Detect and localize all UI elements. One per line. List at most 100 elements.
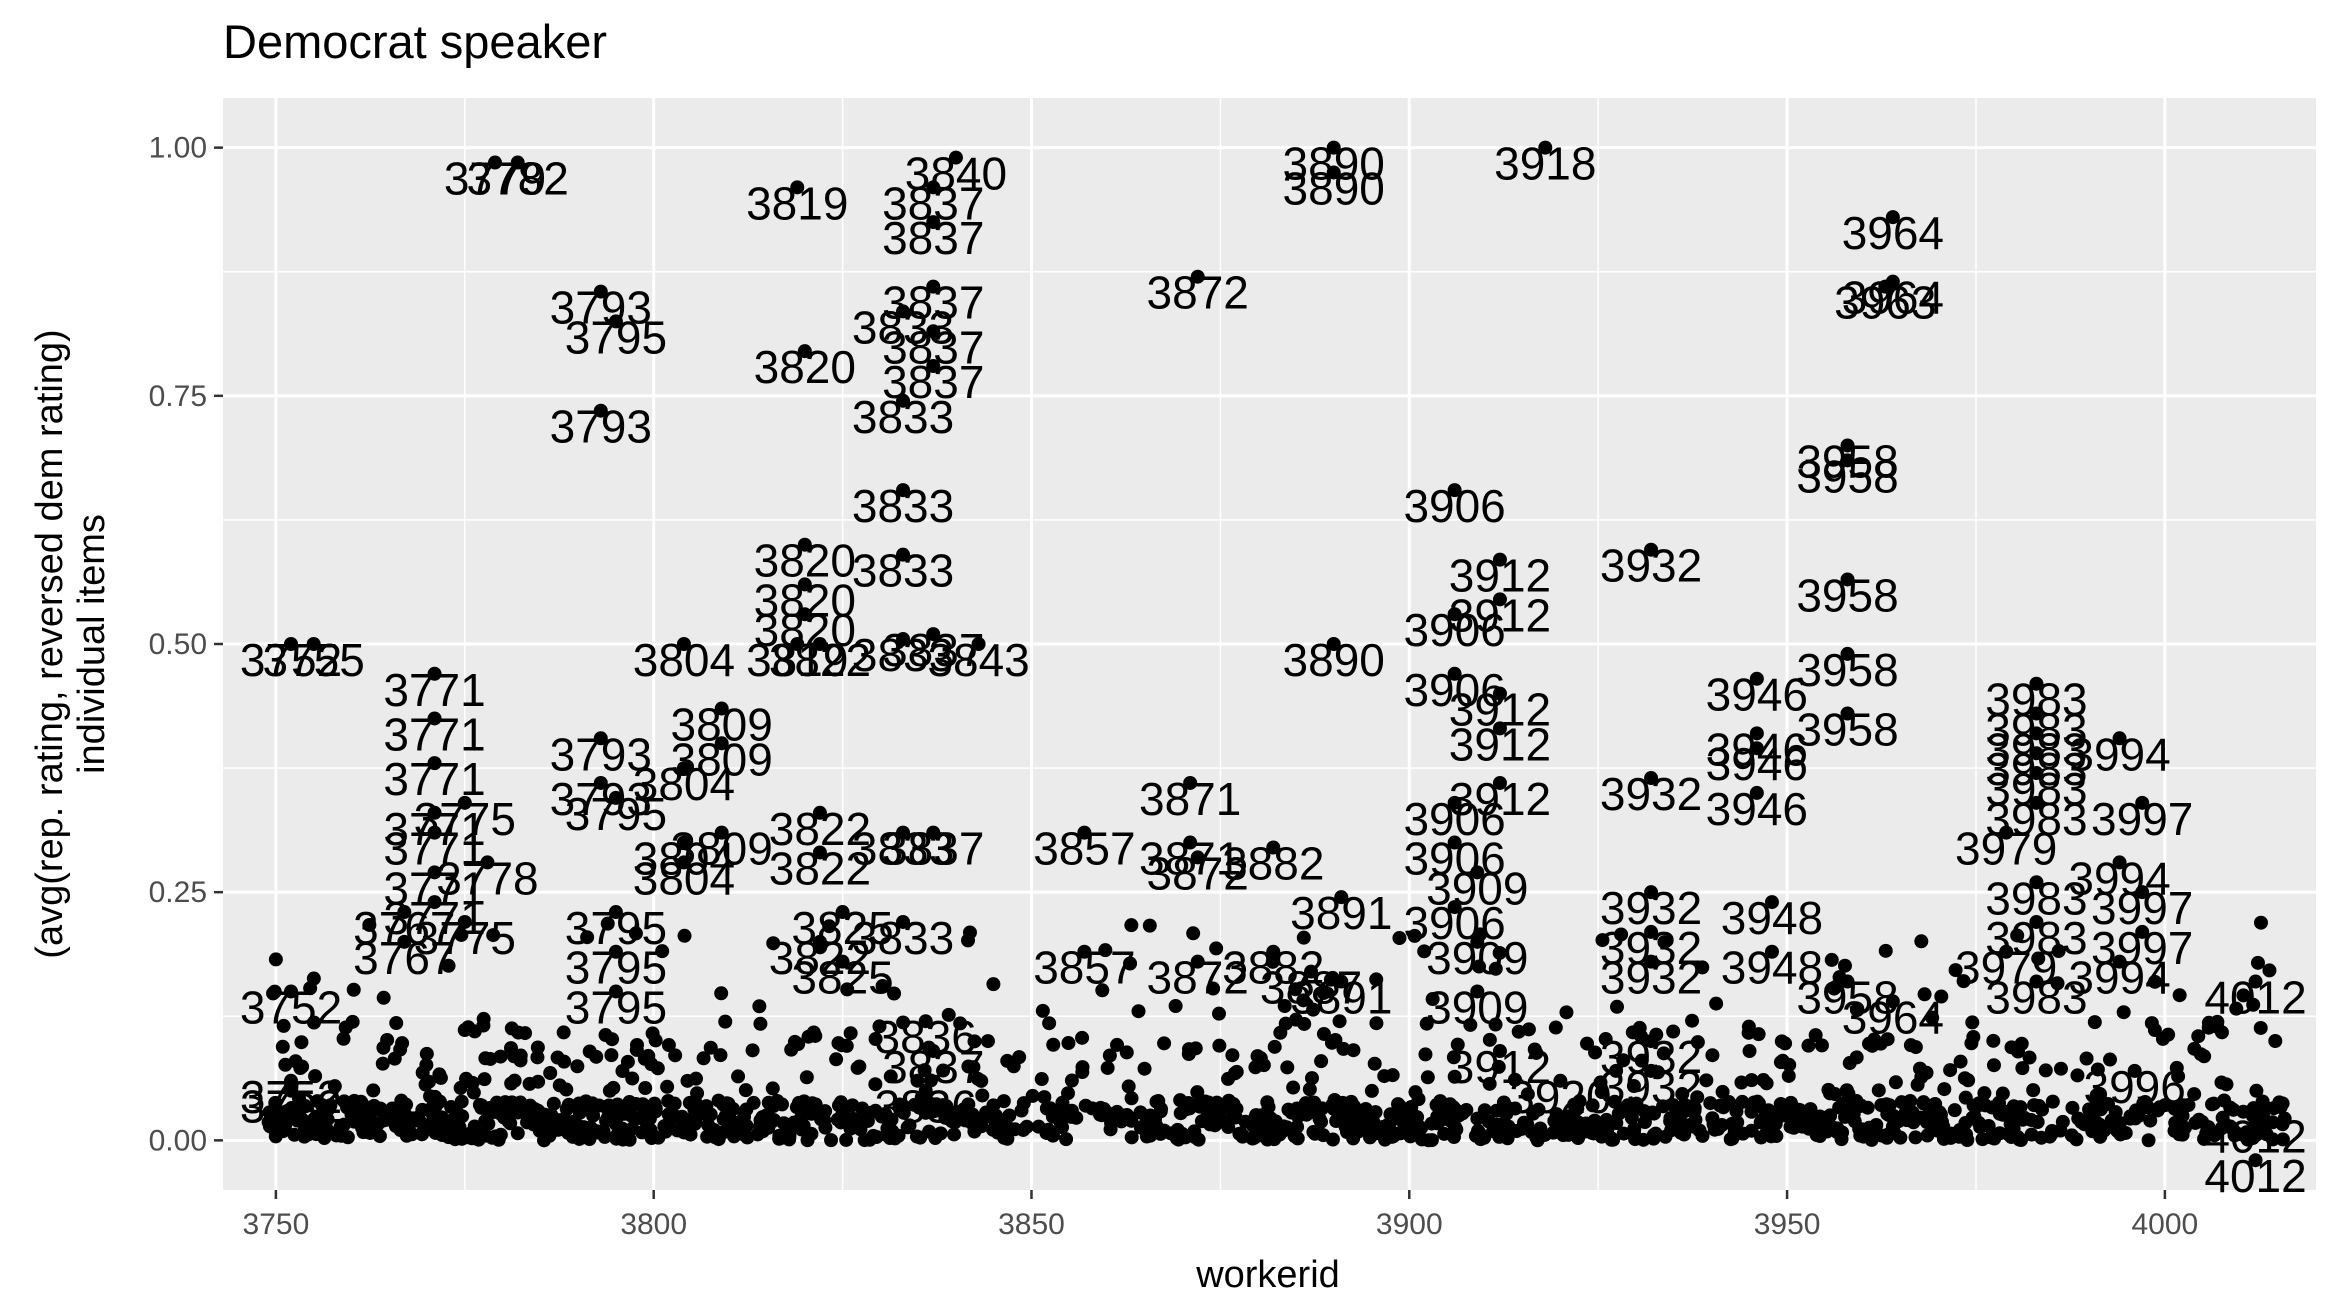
data-point	[688, 1071, 703, 1086]
data-point	[1699, 1073, 1714, 1088]
data-point	[276, 1018, 291, 1033]
data-point	[1385, 1068, 1400, 1083]
data-point	[2250, 955, 2265, 970]
data-point-label: 4012	[2204, 972, 2306, 1024]
data-point	[878, 1106, 893, 1121]
data-point	[2135, 924, 2150, 939]
data-point	[1910, 1077, 1925, 1092]
data-point	[883, 1069, 898, 1084]
data-point	[1334, 890, 1349, 905]
data-point	[1903, 1038, 1918, 1053]
data-point	[797, 344, 812, 359]
data-point	[1645, 1105, 1660, 1120]
data-point	[1878, 943, 1893, 958]
data-point-label: 3833	[852, 823, 954, 875]
data-point-label: 3837	[882, 212, 984, 264]
data-point	[1953, 1054, 1968, 1069]
data-point	[457, 1023, 472, 1038]
data-point	[1764, 895, 1779, 910]
x-axis-ticks: 3750 3800 3850 3900 3950 4000	[243, 1190, 2198, 1241]
data-point	[427, 825, 442, 840]
data-point	[1666, 1024, 1681, 1039]
data-point	[2262, 963, 2277, 978]
data-point	[414, 1127, 429, 1142]
data-point	[714, 986, 729, 1001]
data-point	[737, 1109, 752, 1124]
data-point	[2030, 1115, 2045, 1130]
data-point-label: 3912	[1449, 589, 1551, 641]
data-point	[1969, 1099, 1984, 1114]
data-point	[267, 984, 282, 999]
data-point	[2152, 1100, 2167, 1115]
data-point	[923, 1073, 938, 1088]
data-point	[868, 1077, 883, 1092]
data-point	[2143, 1113, 2158, 1128]
data-point	[1313, 1114, 1328, 1129]
data-point	[1173, 1093, 1188, 1108]
data-point	[1002, 1108, 1017, 1123]
x-axis-label: workerid	[1195, 1254, 1340, 1296]
data-point	[796, 1118, 811, 1133]
data-point	[589, 1049, 604, 1064]
data-point-label: 3804	[633, 634, 735, 686]
data-point-label: 3983	[1985, 703, 2087, 755]
data-point-label: 3906	[1403, 480, 1505, 532]
data-point	[1749, 671, 1764, 686]
data-point	[1920, 1128, 1935, 1143]
data-point	[2070, 1068, 2085, 1083]
data-point-label: 3822	[769, 932, 871, 984]
data-point	[2051, 944, 2066, 959]
data-point	[1756, 1073, 1771, 1088]
data-point-label: 3771	[383, 803, 485, 855]
data-point	[1061, 1036, 1076, 1051]
data-point	[1408, 1085, 1423, 1100]
data-point	[394, 1093, 409, 1108]
data-point	[608, 944, 623, 959]
data-point	[1965, 1015, 1980, 1030]
data-point	[1306, 1104, 1321, 1119]
data-point	[1077, 825, 1092, 840]
data-point	[2181, 1098, 2196, 1113]
data-point	[546, 1096, 561, 1111]
data-point-label: 3795	[565, 311, 667, 363]
data-point	[812, 805, 827, 820]
data-point	[2236, 988, 2251, 1003]
data-point	[593, 775, 608, 790]
data-point	[1709, 996, 1724, 1011]
data-point	[1153, 1104, 1168, 1119]
data-point-label: 3983	[1985, 723, 2087, 775]
data-point-label: 3912	[1449, 684, 1551, 736]
data-point-label: 3771	[383, 892, 485, 944]
data-point	[986, 977, 1001, 992]
data-point	[2112, 855, 2127, 870]
data-point	[2013, 1100, 2028, 1115]
data-point-label: 3822	[769, 842, 871, 894]
data-point	[1986, 1033, 2001, 1048]
data-point	[986, 1122, 1001, 1137]
data-point	[2112, 731, 2127, 746]
data-point	[1656, 1046, 1671, 1061]
data-point	[327, 1079, 342, 1094]
data-point	[1463, 1017, 1478, 1032]
data-point	[926, 180, 941, 195]
data-point	[2268, 1034, 2283, 1049]
data-point	[1075, 1065, 1090, 1080]
data-point-label: 3795	[565, 942, 667, 994]
data-point	[1885, 994, 1900, 1009]
data-point	[799, 1070, 814, 1085]
data-point	[696, 1051, 711, 1066]
data-point	[918, 1014, 933, 1029]
data-point	[2027, 1098, 2042, 1113]
data-point	[336, 1031, 351, 1046]
data-point	[2055, 1114, 2070, 1129]
data-point	[1864, 1132, 1879, 1147]
data-point	[1999, 944, 2014, 959]
data-points	[261, 140, 2292, 1168]
data-point-label: 3793	[550, 282, 652, 334]
data-point	[2082, 1102, 2097, 1117]
data-point	[476, 1018, 491, 1033]
data-point	[1644, 954, 1659, 969]
data-point	[833, 1095, 848, 1110]
data-point	[1580, 1036, 1595, 1051]
